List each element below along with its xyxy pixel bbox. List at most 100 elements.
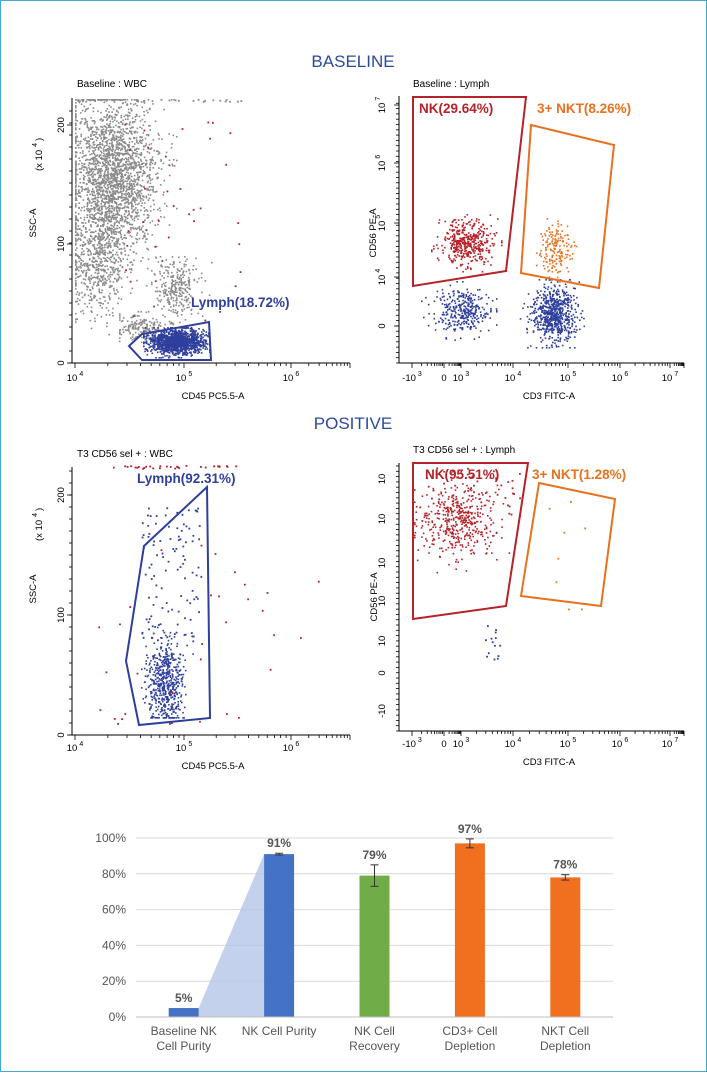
gray-event [132, 189, 134, 191]
gray-event [139, 154, 141, 156]
gray-event [135, 103, 137, 105]
gray-event [104, 172, 106, 174]
gray-event [110, 165, 112, 167]
lymph-event [190, 351, 192, 353]
gray-event [112, 117, 114, 119]
gray-event [119, 319, 121, 321]
gray-event [115, 254, 117, 256]
gray-event [110, 185, 112, 187]
gray-event [168, 291, 170, 293]
gray-event [117, 175, 119, 177]
gray-event [119, 276, 121, 278]
gray-event [106, 119, 108, 121]
gray-event [178, 279, 180, 281]
gray-event [117, 225, 119, 227]
gray-event [80, 152, 82, 154]
gray-event [128, 153, 130, 155]
gray-event [136, 105, 138, 107]
gray-event [198, 313, 200, 315]
gray-event [141, 337, 143, 339]
gray-event [118, 183, 120, 185]
gray-event [93, 191, 95, 193]
gray-event [115, 193, 117, 195]
gray-event [80, 172, 82, 174]
gray-event [129, 124, 131, 126]
tick-exp: 3 [465, 371, 469, 378]
gray-event [75, 125, 77, 127]
gray-event [114, 233, 116, 235]
gray-event [124, 203, 126, 205]
gray-event [112, 121, 114, 123]
gray-event [160, 210, 162, 212]
gray-event [132, 264, 134, 266]
gray-event [113, 162, 115, 164]
lymph-event [173, 340, 175, 342]
gray-event [107, 276, 109, 278]
gray-event [89, 265, 91, 267]
gray-event [102, 250, 104, 252]
lymph-event [146, 336, 148, 338]
gray-event [161, 284, 163, 286]
gray-event [79, 239, 81, 241]
gray-event [173, 324, 175, 326]
lymph-event [201, 331, 203, 333]
gray-event [155, 174, 157, 176]
gray-event [135, 207, 137, 209]
tick-base: 10 [662, 373, 673, 384]
gray-event [121, 278, 123, 280]
nk-event [465, 268, 467, 270]
gray-event [109, 252, 111, 254]
gray-event [108, 105, 110, 107]
gray-event [130, 168, 132, 170]
lymph-event [145, 327, 147, 329]
gray-event [123, 134, 125, 136]
lymph-event [168, 350, 170, 352]
gray-event [131, 206, 133, 208]
gray-event [122, 136, 124, 138]
gray-event [165, 270, 167, 272]
gray-event [159, 152, 161, 154]
gray-event [105, 129, 107, 131]
gray-event [201, 273, 203, 275]
y-tick-label: 200 [56, 117, 67, 133]
gray-event [122, 329, 124, 331]
gray-event [153, 209, 155, 211]
gray-event [141, 227, 143, 229]
gray-event [114, 157, 116, 159]
gray-event [146, 188, 148, 190]
gray-event [127, 264, 129, 266]
lymph-event [181, 341, 183, 343]
lymph-event [143, 343, 145, 345]
gray-event [94, 157, 96, 159]
gray-event [120, 265, 122, 267]
gray-event [136, 153, 138, 155]
gray-event [121, 99, 123, 101]
gray-event [135, 198, 137, 200]
gray-event [100, 262, 102, 264]
gray-event [198, 278, 200, 280]
gray-event [124, 174, 126, 176]
lymph-event [169, 340, 171, 342]
gray-event [128, 161, 130, 163]
gray-event [138, 329, 140, 331]
gray-event [105, 231, 107, 233]
gray-event [109, 148, 111, 150]
gray-event [111, 143, 113, 145]
gray-event [92, 265, 94, 267]
gray-event [112, 216, 114, 218]
gray-event [104, 158, 106, 160]
gray-event [104, 171, 106, 173]
gray-event [130, 163, 132, 165]
lymph-event [197, 340, 199, 342]
gray-event [173, 280, 175, 282]
gray-event [123, 130, 125, 132]
gray-event [105, 130, 107, 132]
gray-event [152, 160, 154, 162]
red-event [209, 138, 211, 140]
lymph-event [202, 333, 204, 335]
gray-event [179, 282, 181, 284]
gray-event [98, 257, 100, 259]
gray-event [116, 136, 118, 138]
gray-event [100, 126, 102, 128]
